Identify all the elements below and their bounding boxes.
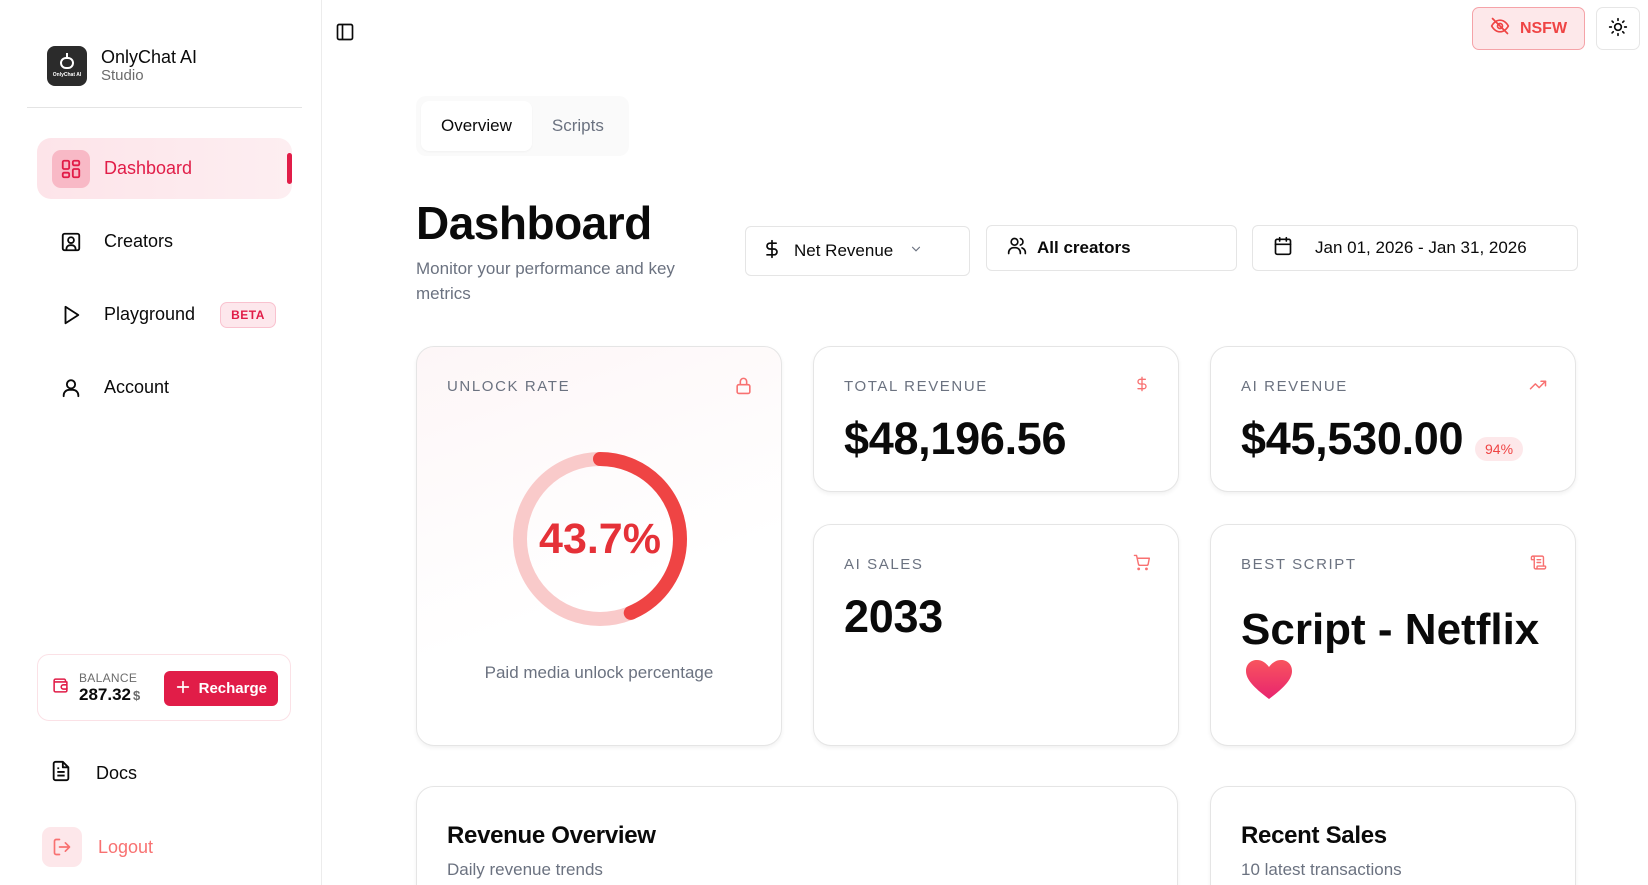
total-revenue-card: TOTAL REVENUE $48,196.56: [813, 346, 1179, 492]
calendar-icon: [1273, 236, 1293, 261]
logout-icon: [42, 827, 82, 867]
nsfw-label: NSFW: [1519, 19, 1568, 37]
creators-select[interactable]: All creators: [986, 225, 1237, 271]
metric-select[interactable]: Net Revenue: [745, 226, 970, 276]
sidebar-item-label: Playground: [104, 304, 196, 324]
section-subtitle: Daily revenue trends: [447, 860, 603, 879]
tab-overview[interactable]: Overview: [421, 101, 532, 151]
panel-left-icon: [335, 22, 355, 47]
total-revenue-value: $48,196.56: [844, 413, 1067, 464]
ai-sales-card: AI SALES 2033: [813, 524, 1179, 746]
file-text-icon: [50, 760, 72, 787]
card-label: AI SALES: [844, 556, 924, 573]
date-range-picker[interactable]: Jan 01, 2026 - Jan 31, 2026: [1252, 225, 1578, 271]
user-square-icon: [52, 223, 90, 261]
best-script-card: BEST SCRIPT Script - Netflix: [1210, 524, 1576, 746]
wallet-icon: [52, 677, 69, 699]
dollar-icon: [762, 239, 782, 264]
sidebar-item-creators[interactable]: Creators: [37, 211, 292, 272]
scroll-icon: [1530, 554, 1547, 576]
balance-value: 287.32: [79, 684, 131, 704]
sidebar: OnlyChat AI OnlyChat AI Studio Dashboard…: [0, 0, 322, 885]
docs-label: Docs: [96, 763, 138, 783]
sidebar-item-label: Creators: [104, 231, 174, 251]
balance-label: BALANCE: [79, 670, 138, 685]
sun-icon: [1608, 17, 1628, 40]
ai-sales-value: 2033: [844, 591, 943, 642]
balance-currency: $: [133, 687, 141, 703]
play-icon: [52, 296, 90, 334]
chevron-down-icon: [909, 241, 923, 261]
dollar-icon: [1134, 376, 1150, 397]
ai-revenue-card: AI REVENUE $45,530.00 94%: [1210, 346, 1576, 492]
page-subtitle: Monitor your performance and key metrics: [416, 259, 675, 303]
best-script-value: Script - Netflix: [1241, 605, 1540, 654]
theme-toggle-button[interactable]: [1596, 7, 1640, 50]
page-title: Dashboard: [416, 197, 652, 249]
balance-card: BALANCE 287.32 $ Recharge: [37, 654, 291, 721]
lock-icon: [734, 376, 753, 400]
active-indicator: [287, 153, 292, 184]
unlock-rate-caption: Paid media unlock percentage: [484, 663, 714, 682]
tab-scripts[interactable]: Scripts: [551, 116, 604, 135]
users-icon: [1007, 236, 1027, 261]
logout-button[interactable]: Logout: [42, 827, 153, 867]
sidebar-divider: [27, 107, 302, 108]
heart-icon: [1245, 659, 1293, 706]
section-subtitle: 10 latest transactions: [1241, 860, 1402, 879]
section-title: Recent Sales: [1241, 822, 1387, 849]
trending-up-icon: [1529, 376, 1547, 399]
ai-revenue-share-badge: 94%: [1475, 437, 1524, 461]
unlock-rate-gauge: 43.7%: [512, 451, 688, 627]
brand[interactable]: OnlyChat AI OnlyChat AI Studio: [47, 46, 197, 86]
recent-sales-card: Recent Sales 10 latest transactions: [1210, 786, 1576, 885]
logout-label: Logout: [98, 836, 154, 857]
layout-grid-icon: [52, 149, 90, 188]
unlock-rate-value: 43.7%: [539, 514, 661, 563]
brand-logo-text: OnlyChat AI: [52, 71, 82, 78]
brand-name: OnlyChat AI: [101, 47, 198, 67]
card-label: AI REVENUE: [1241, 378, 1348, 395]
creators-select-value: All creators: [1037, 238, 1131, 257]
sidebar-item-playground[interactable]: Playground BETA: [37, 284, 292, 345]
card-label: UNLOCK RATE: [447, 378, 571, 395]
section-title: Revenue Overview: [447, 822, 656, 849]
recharge-label: Recharge: [198, 680, 267, 697]
sidebar-item-label: Dashboard: [104, 158, 193, 178]
plus-icon: [175, 679, 191, 699]
sidebar-item-account[interactable]: Account: [37, 357, 292, 418]
sidebar-item-dashboard[interactable]: Dashboard: [37, 138, 292, 199]
eye-off-icon: [1490, 16, 1510, 41]
ai-revenue-value: $45,530.00: [1241, 413, 1464, 464]
recharge-button[interactable]: Recharge: [163, 671, 278, 706]
unlock-rate-card: UNLOCK RATE 43.7% Paid media unlock perc…: [416, 346, 782, 746]
metric-select-value: Net Revenue: [794, 241, 894, 260]
nsfw-toggle-button[interactable]: NSFW: [1472, 7, 1585, 50]
brand-subtitle: Studio: [101, 67, 144, 84]
card-label: TOTAL REVENUE: [844, 378, 988, 395]
sidebar-item-label: Account: [104, 377, 170, 397]
revenue-overview-card: Revenue Overview Daily revenue trends: [416, 786, 1178, 885]
user-icon: [52, 369, 90, 407]
sidebar-toggle-button[interactable]: [328, 17, 362, 51]
beta-badge: BETA: [220, 301, 276, 328]
brand-logo: OnlyChat AI: [47, 46, 87, 86]
card-label: BEST SCRIPT: [1241, 556, 1357, 573]
robot-icon: [60, 52, 74, 69]
sidebar-item-docs[interactable]: Docs: [50, 760, 137, 787]
shopping-cart-icon: [1133, 554, 1150, 576]
tab-list: Overview Scripts: [416, 96, 629, 156]
date-range-value: Jan 01, 2026 - Jan 31, 2026: [1315, 238, 1527, 257]
